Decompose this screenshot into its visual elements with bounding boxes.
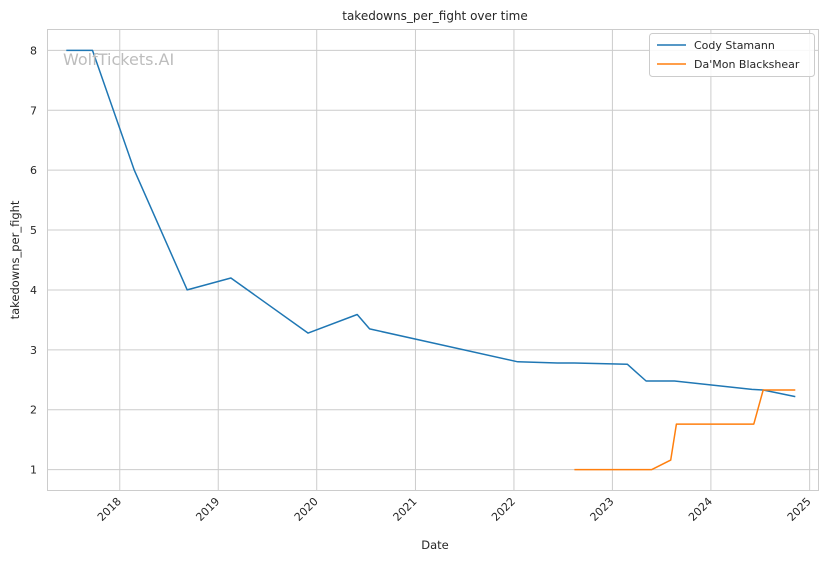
y-tick-label: 4 [30, 284, 37, 297]
legend-box [649, 33, 815, 77]
y-axis-label: takedowns_per_fight [8, 200, 22, 319]
y-tick-label: 3 [30, 344, 37, 357]
y-tick-label: 7 [30, 104, 37, 117]
x-tick-label: 2023 [588, 495, 617, 524]
y-tick-label: 5 [30, 224, 37, 237]
legend-label-cody-stamann: Cody Stamann [694, 39, 775, 52]
x-tick-label: 2022 [489, 495, 518, 524]
series-lines [66, 49, 796, 471]
x-axis-label: Date [421, 538, 449, 552]
chart-title: takedowns_per_fight over time [342, 9, 528, 23]
x-tick-label: 2018 [95, 495, 124, 524]
y-axis-ticks: 1 2 3 4 5 6 7 8 [30, 44, 37, 476]
x-tick-label: 2019 [193, 495, 222, 524]
series-line-da-mon-blackshear [574, 389, 796, 471]
y-tick-label: 8 [30, 44, 37, 57]
x-tick-label: 2020 [292, 495, 321, 524]
x-axis-ticks: 2018 2019 2020 2021 2022 2023 2024 2025 [95, 495, 814, 524]
x-tick-label: 2021 [391, 495, 420, 524]
series-line-cody-stamann [66, 49, 796, 398]
legend: Cody Stamann Da'Mon Blackshear [649, 33, 815, 77]
y-tick-label: 2 [30, 404, 37, 417]
legend-label-damon-blackshear: Da'Mon Blackshear [694, 58, 800, 71]
y-tick-label: 6 [30, 164, 37, 177]
watermark-text: WolfTickets.AI [63, 50, 174, 69]
grid-lines [48, 30, 818, 490]
x-tick-label: 2025 [785, 495, 814, 524]
x-tick-label: 2024 [686, 495, 715, 524]
plot-area [47, 29, 819, 491]
y-tick-label: 1 [30, 464, 37, 477]
